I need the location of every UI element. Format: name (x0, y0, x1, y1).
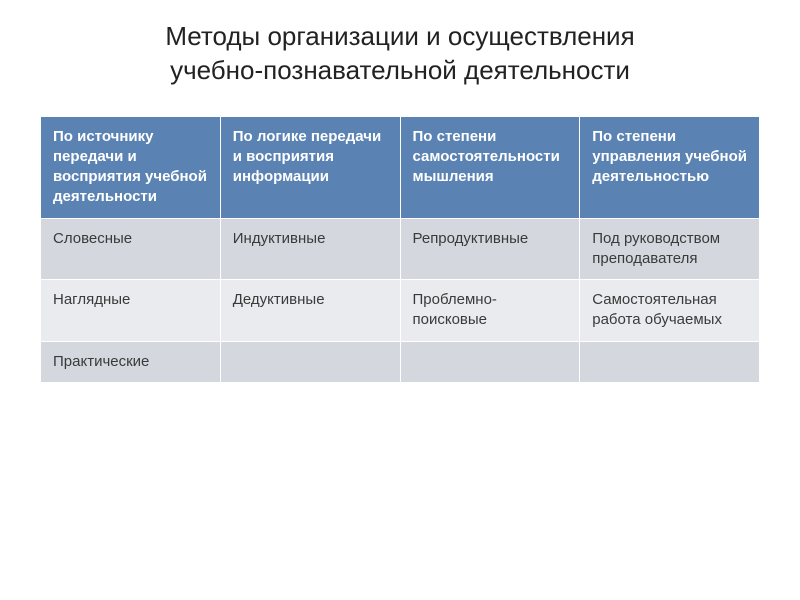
col-header-1: По логике передачи и восприятия информац… (220, 116, 400, 218)
title-line-2: учебно-познавательной деятельности (170, 55, 630, 85)
cell: Индуктивные (220, 218, 400, 280)
title-line-1: Методы организации и осуществления (165, 21, 634, 51)
cell: Проблемно-поисковые (400, 280, 580, 342)
cell: Под руководством преподавателя (580, 218, 760, 280)
cell: Репродуктивные (400, 218, 580, 280)
cell (220, 341, 400, 382)
cell: Дедуктивные (220, 280, 400, 342)
table-row: Наглядные Дедуктивные Проблемно-поисковы… (41, 280, 760, 342)
page-title: Методы организации и осуществления учебн… (40, 20, 760, 88)
col-header-2: По степени самостоятельности мышления (400, 116, 580, 218)
col-header-0: По источнику передачи и восприятия учебн… (41, 116, 221, 218)
cell: Практические (41, 341, 221, 382)
methods-table: По источнику передачи и восприятия учебн… (40, 116, 760, 383)
cell: Словесные (41, 218, 221, 280)
cell: Самостоятельная работа обучаемых (580, 280, 760, 342)
table-row: Практические (41, 341, 760, 382)
col-header-3: По степени управления учебной деятельнос… (580, 116, 760, 218)
cell (580, 341, 760, 382)
cell: Наглядные (41, 280, 221, 342)
table-header-row: По источнику передачи и восприятия учебн… (41, 116, 760, 218)
table-row: Словесные Индуктивные Репродуктивные Под… (41, 218, 760, 280)
cell (400, 341, 580, 382)
